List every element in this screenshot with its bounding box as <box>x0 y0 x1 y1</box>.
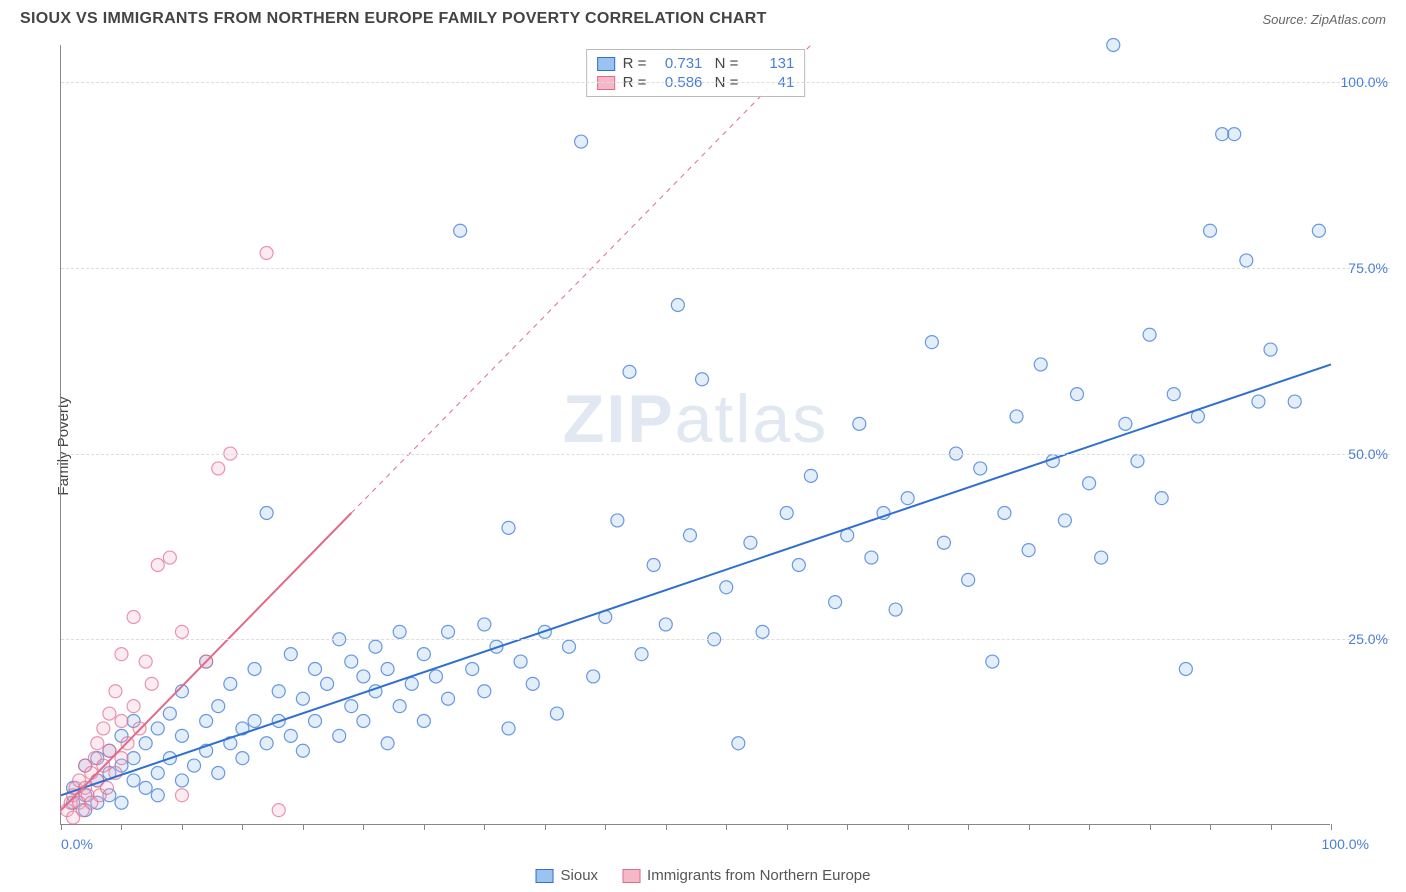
gridline <box>61 454 1390 455</box>
y-tick-label: 100.0% <box>1341 74 1388 90</box>
chart-container: ZIPatlas R =0.731 N =131R =0.586 N =41 2… <box>50 45 1396 852</box>
x-tick <box>545 824 546 830</box>
x-tick <box>908 824 909 830</box>
stat-n-label: N = <box>710 55 738 72</box>
x-tick <box>666 824 667 830</box>
x-tick <box>121 824 122 830</box>
x-tick <box>968 824 969 830</box>
x-tick <box>424 824 425 830</box>
x-tick <box>1150 824 1151 830</box>
scatter-svg <box>61 45 1330 824</box>
x-tick <box>484 824 485 830</box>
gridline <box>61 639 1390 640</box>
legend-item: Immigrants from Northern Europe <box>622 867 870 884</box>
x-tick <box>1271 824 1272 830</box>
source-attribution: Source: ZipAtlas.com <box>1262 12 1386 27</box>
x-tick <box>303 824 304 830</box>
y-tick-label: 25.0% <box>1348 631 1388 647</box>
legend-swatch <box>622 869 640 883</box>
x-tick <box>242 824 243 830</box>
gridline <box>61 82 1390 83</box>
stat-n-value: 131 <box>746 55 794 72</box>
legend-label: Immigrants from Northern Europe <box>647 867 870 884</box>
x-tick <box>1089 824 1090 830</box>
legend-label: Sioux <box>561 867 599 884</box>
page-title: SIOUX VS IMMIGRANTS FROM NORTHERN EUROPE… <box>20 10 767 28</box>
x-tick <box>1331 824 1332 830</box>
legend-stats-row: R = 0.731 N = 131 <box>597 54 795 73</box>
series-legend: Sioux Immigrants from Northern Europe <box>536 867 871 884</box>
x-tick <box>787 824 788 830</box>
y-tick-label: 75.0% <box>1348 260 1388 276</box>
y-tick-label: 50.0% <box>1348 446 1388 462</box>
stat-r-value: 0.731 <box>654 55 702 72</box>
correlation-legend: R =0.731 N =131R =0.586 N =41 <box>586 49 806 97</box>
legend-item: Sioux <box>536 867 599 884</box>
x-tick-label: 100.0% <box>1322 836 1369 852</box>
x-tick <box>182 824 183 830</box>
x-tick-label: 0.0% <box>61 836 93 852</box>
legend-swatch <box>536 869 554 883</box>
x-tick <box>726 824 727 830</box>
stat-r-label: R = <box>623 55 647 72</box>
x-tick <box>1029 824 1030 830</box>
x-tick <box>605 824 606 830</box>
x-tick <box>363 824 364 830</box>
x-tick <box>1210 824 1211 830</box>
legend-swatch <box>597 57 615 71</box>
x-tick <box>847 824 848 830</box>
plot-area: ZIPatlas R =0.731 N =131R =0.586 N =41 2… <box>60 45 1330 825</box>
x-tick <box>61 824 62 830</box>
gridline <box>61 268 1390 269</box>
